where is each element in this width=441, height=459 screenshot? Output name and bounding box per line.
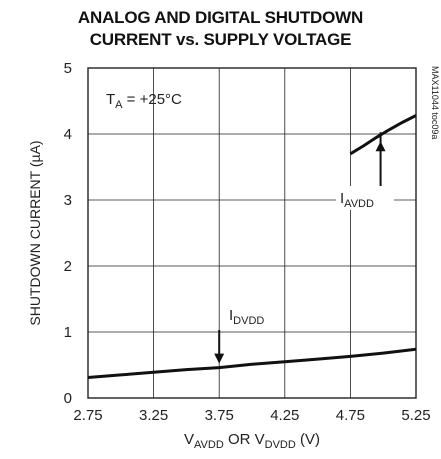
y-tick-label: 3: [64, 192, 72, 209]
x-tick-labels: 2.75 3.25 3.75 4.25 4.75 5.25: [73, 407, 430, 424]
y-tick-label: 0: [64, 390, 72, 407]
series-line-avdd: [349, 114, 417, 156]
series-label-iavdd: IAVDD: [336, 186, 394, 210]
chart-title-line-2: CURRENT vs. SUPPLY VOLTAGE: [89, 30, 352, 49]
x-tick-label: 3.25: [139, 407, 168, 424]
grid-lines: [88, 68, 416, 398]
temperature-annotation: TA = +25°C: [106, 91, 182, 111]
y-tick-labels: 0 1 2 3 4 5: [64, 60, 72, 407]
x-tick-label: 4.25: [270, 407, 299, 424]
figure-id: MAX11044 toc09a: [430, 66, 440, 139]
x-tick-label: 2.75: [73, 407, 102, 424]
chart-title-line-1: ANALOG AND DIGITAL SHUTDOWN: [77, 8, 364, 27]
x-tick-label: 3.75: [205, 407, 234, 424]
x-axis-label: VAVDD OR VDVDD (V): [184, 431, 320, 451]
svg-text:IAVDD: IAVDD: [340, 190, 374, 210]
arrow-head: [375, 141, 386, 152]
arrow-head: [214, 353, 225, 364]
data-lines: [87, 114, 417, 379]
y-tick-label: 1: [64, 324, 72, 341]
y-axis-label: SHUTDOWN CURRENT (µA): [27, 140, 43, 325]
series-label-idvdd: IDVDD: [226, 304, 282, 328]
y-tick-label: 2: [64, 258, 72, 275]
y-tick-label: 5: [64, 60, 72, 77]
svg-text:IDVDD: IDVDD: [229, 307, 264, 327]
x-tick-label: 5.25: [401, 407, 430, 424]
y-tick-label: 4: [64, 126, 72, 143]
arrow-idvdd: [214, 330, 225, 364]
plot-frame: [87, 67, 417, 399]
series-line-dvdd: [87, 347, 417, 379]
x-tick-label: 4.75: [336, 407, 365, 424]
label-arrows: [214, 132, 386, 364]
